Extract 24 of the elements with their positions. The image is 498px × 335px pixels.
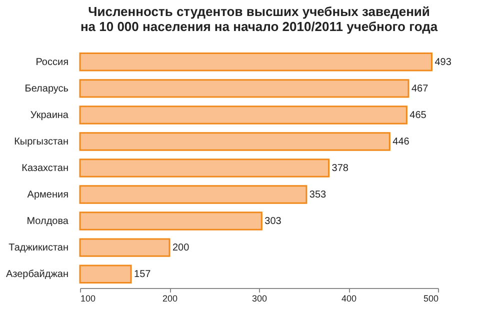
data-label: 467 (411, 83, 429, 94)
data-label: 157 (134, 269, 152, 280)
x-tick-label: 100 (80, 294, 96, 304)
y-tick-label: Россия (36, 56, 68, 68)
y-tick-label: Украина (30, 110, 69, 121)
data-label: 378 (332, 163, 349, 174)
x-tick-label: 200 (162, 294, 178, 304)
y-tick-label: Казахстан (22, 163, 68, 174)
y-tick-label: Кыргызстан (14, 136, 68, 148)
x-tick-label: 500 (423, 294, 438, 304)
y-tick-label: Армения (27, 190, 68, 201)
chart-title: Численность студентов высших учебных заведений на 10 000 населения на начало 2010/2011 учебного года (80, 4, 438, 34)
y-tick-label: Таджикистан (8, 242, 68, 254)
y-tick-label: Беларусь (24, 83, 68, 94)
y-tick-label: Азербайджан (6, 269, 68, 280)
data-label: 465 (410, 110, 427, 121)
data-label: 303 (264, 216, 282, 228)
x-tick-label: 300 (252, 294, 268, 304)
data-label: 353 (309, 190, 327, 201)
x-tick-label: 400 (341, 294, 357, 304)
data-label: 493 (434, 56, 452, 68)
y-tick-label: Молдова (26, 216, 69, 228)
data-label: 446 (392, 136, 410, 148)
data-label: 200 (172, 242, 190, 254)
